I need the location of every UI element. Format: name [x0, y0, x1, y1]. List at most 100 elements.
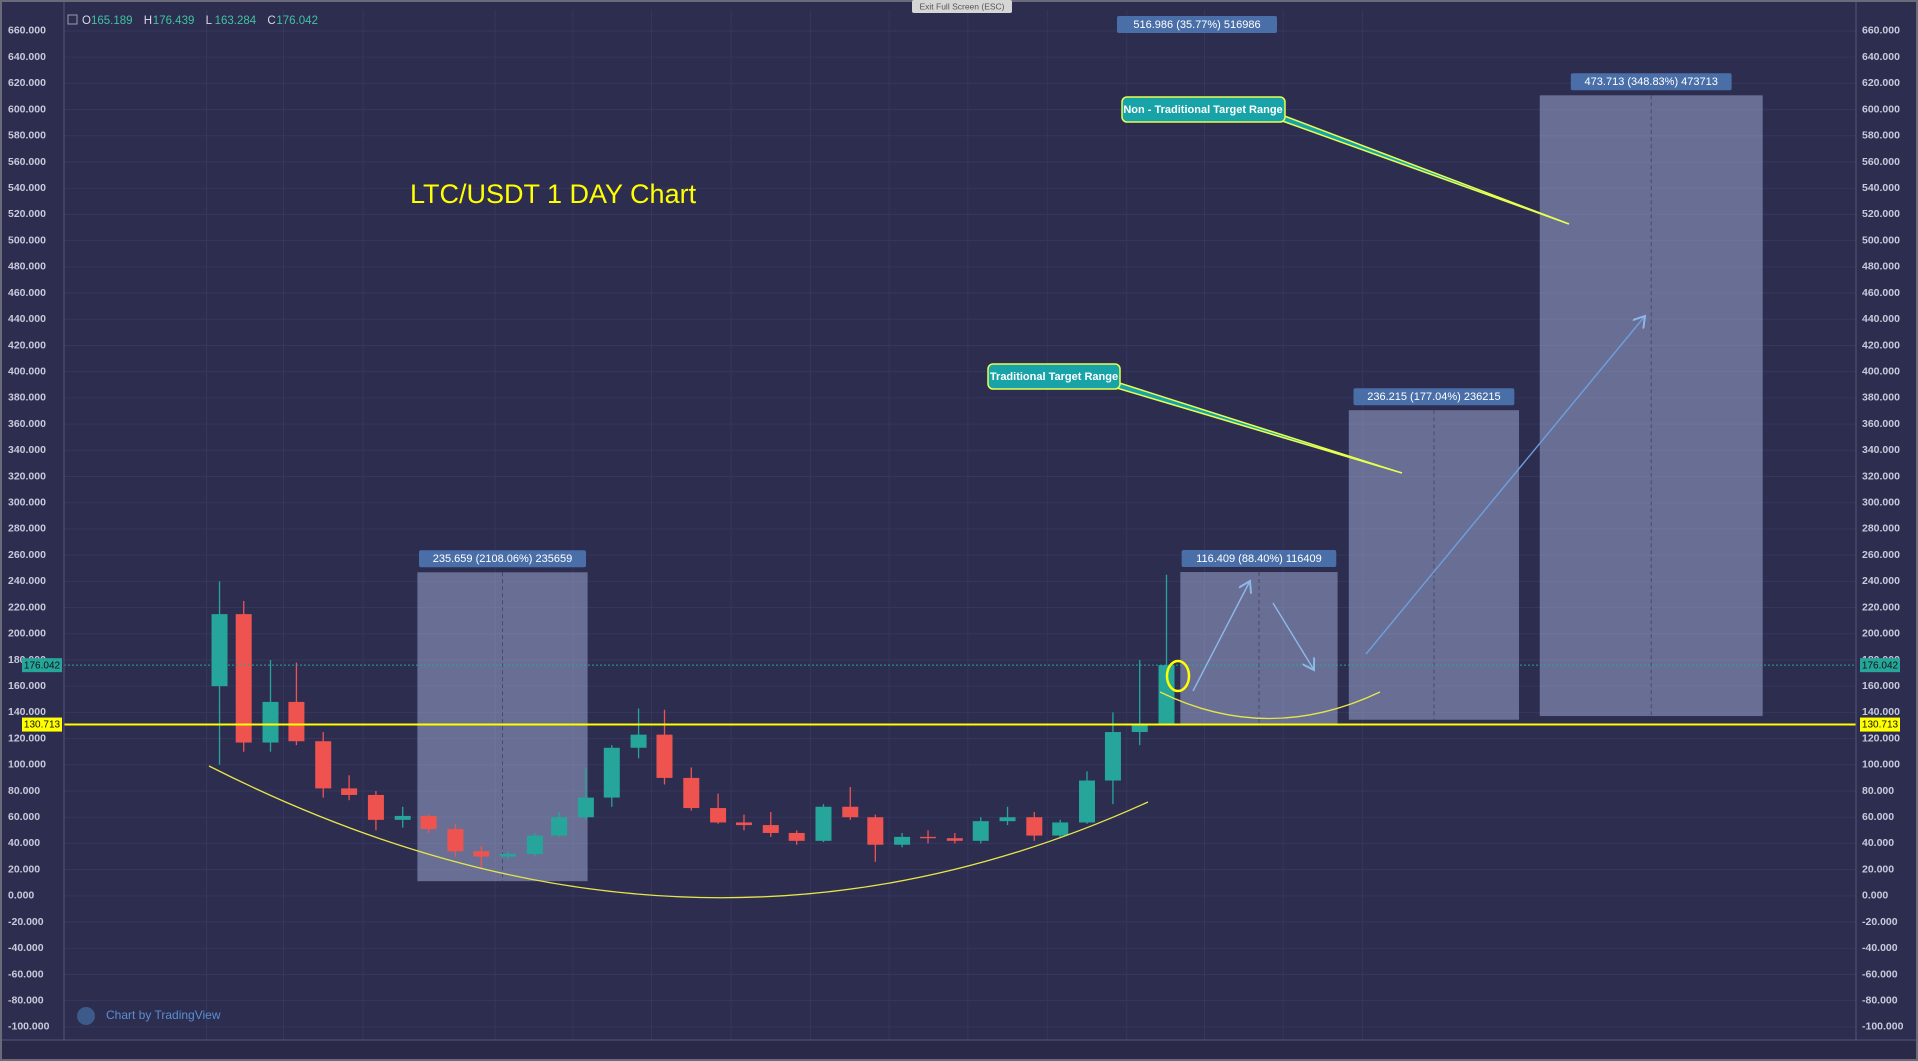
candle-body — [447, 829, 464, 852]
callout-text: Traditional Target Range — [990, 371, 1118, 383]
ohlc-key: C — [267, 15, 275, 27]
price-label-box — [22, 658, 62, 673]
projection-label-box — [1181, 550, 1337, 568]
y-tick-label: -100.000 — [8, 1021, 50, 1033]
cup-curve — [208, 765, 1149, 899]
ohlc-key: O — [82, 15, 91, 27]
candle-body — [341, 788, 358, 795]
y-tick-label: 560.000 — [8, 156, 46, 168]
candle-body — [710, 808, 727, 823]
projection-label: 516.986 (35.77%) 516986 — [1133, 19, 1260, 31]
arrow — [1192, 581, 1250, 692]
y-tick-label: 100.000 — [8, 759, 46, 771]
y-tick-label: 400.000 — [1862, 365, 1900, 377]
exit-button[interactable] — [912, 0, 1012, 13]
y-tick-label: 580.000 — [8, 130, 46, 142]
y-tick-label: 540.000 — [8, 182, 46, 194]
y-tick-label: 240.000 — [8, 575, 46, 587]
candle-body — [288, 701, 305, 742]
y-tick-label: 460.000 — [1862, 287, 1900, 299]
candle-body — [211, 614, 228, 687]
y-tick-label: 40.000 — [8, 837, 40, 849]
highlight-circle — [1165, 659, 1191, 693]
y-tick-label: -20.000 — [8, 916, 44, 928]
candle-body — [630, 734, 647, 748]
ohlc-key: L — [206, 15, 213, 27]
y-tick-label: 500.000 — [1862, 234, 1900, 246]
candle-body — [1131, 725, 1148, 733]
callout-box — [987, 363, 1121, 390]
y-tick-label: 540.000 — [1862, 182, 1900, 194]
y-tick-label: -60.000 — [8, 968, 44, 980]
exit-button-text[interactable]: Exit Full Screen (ESC) — [919, 1, 1004, 11]
candle-body — [762, 825, 779, 833]
y-tick-label: 440.000 — [8, 313, 46, 325]
price-label-box — [22, 717, 62, 732]
y-tick-label: 660.000 — [1862, 25, 1900, 37]
arrow — [1272, 602, 1314, 670]
candle-body — [420, 815, 437, 830]
y-tick-label: -40.000 — [1862, 942, 1898, 954]
y-tick-label: -80.000 — [1862, 994, 1898, 1006]
candle-body — [842, 806, 859, 818]
candle-body — [1079, 780, 1096, 823]
y-tick-label: 620.000 — [8, 77, 46, 89]
x-axis-band — [0, 1040, 1918, 1061]
projection-label: 473.713 (348.83%) 473713 — [1585, 76, 1718, 88]
y-tick-label: 300.000 — [1862, 497, 1900, 509]
handle-curve — [1159, 691, 1381, 720]
y-tick-label: 580.000 — [1862, 130, 1900, 142]
candle-body — [735, 822, 752, 826]
y-tick-label: 480.000 — [8, 261, 46, 273]
y-tick-label: 220.000 — [1862, 601, 1900, 613]
ohlc-value: 165.189 — [91, 15, 133, 27]
projection-label-box — [1353, 388, 1515, 406]
y-tick-label: 360.000 — [1862, 418, 1900, 430]
candle-body — [920, 836, 937, 839]
y-tick-label: 380.000 — [1862, 392, 1900, 404]
y-tick-label: 340.000 — [1862, 444, 1900, 456]
y-tick-label: -80.000 — [8, 994, 44, 1006]
ohlc-value: 176.439 — [153, 15, 195, 27]
candle-body — [1104, 732, 1121, 781]
y-tick-label: -40.000 — [8, 942, 44, 954]
candle-body — [262, 701, 279, 743]
ohlc-key: H — [144, 15, 152, 27]
y-tick-label: 140.000 — [1862, 706, 1900, 718]
y-tick-label: 600.000 — [8, 103, 46, 115]
candle-body — [235, 614, 252, 743]
candle-body — [1052, 822, 1069, 836]
candle-body — [867, 817, 884, 845]
candle-body — [526, 835, 543, 854]
y-tick-label: 640.000 — [8, 51, 46, 63]
marks — [211, 95, 1763, 882]
y-tick-label: -100.000 — [1862, 1021, 1904, 1033]
projection-label: 236.215 (177.04%) 236215 — [1367, 391, 1500, 403]
y-tick-label: 120.000 — [8, 732, 46, 744]
y-tick-label: -20.000 — [1862, 916, 1898, 928]
watermark: Chart by TradingView — [106, 1008, 221, 1022]
projection-label-box — [1570, 73, 1732, 91]
y-tick-label: 520.000 — [8, 208, 46, 220]
y-tick-label: 80.000 — [8, 785, 40, 797]
y-tick-label: 660.000 — [8, 25, 46, 37]
y-tick-label: 140.000 — [8, 706, 46, 718]
candle-body — [894, 836, 911, 845]
candle-body — [946, 838, 963, 841]
y-tick-label: 300.000 — [8, 497, 46, 509]
candle-body — [788, 832, 805, 841]
candle-body — [367, 794, 384, 820]
y-tick-label: 440.000 — [1862, 313, 1900, 325]
y-tick-label: 60.000 — [1862, 811, 1894, 823]
candle-body — [603, 747, 620, 798]
projection-label-box — [1117, 16, 1277, 33]
y-tick-label: 360.000 — [8, 418, 46, 430]
y-tick-label: 100.000 — [1862, 759, 1900, 771]
y-tick-label: 460.000 — [8, 287, 46, 299]
collapse-icon — [67, 14, 78, 25]
candle-body — [551, 817, 568, 836]
callout-text: Non - Traditional Target Range — [1123, 104, 1282, 116]
y-tick-label: 500.000 — [8, 234, 46, 246]
y-tick-label: 220.000 — [8, 601, 46, 613]
